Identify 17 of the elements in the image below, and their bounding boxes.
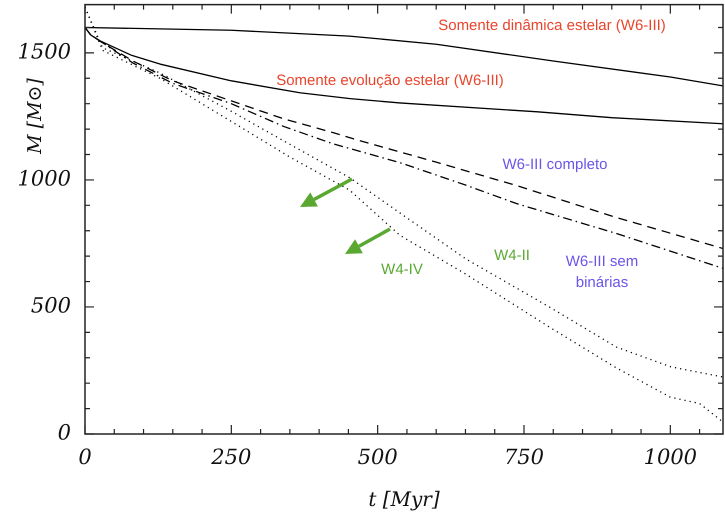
series-label: Somente evolução estelar (W6-III) <box>276 72 504 90</box>
x-tick-label: 1000 <box>644 445 698 470</box>
x-tick-label: 0 <box>78 445 92 470</box>
y-tick-label: 1500 <box>18 39 71 64</box>
series-label: Somente dinâmica estelar (W6-III) <box>438 17 666 34</box>
series-label: W4-II <box>494 247 530 264</box>
y-tick-label: 0 <box>58 420 71 444</box>
y-tick-label: 500 <box>30 293 71 318</box>
x-axis-title: t [Myr] <box>368 487 440 512</box>
x-tick-label: 250 <box>210 445 252 470</box>
y-axis-title: M [M⊙] <box>24 78 46 155</box>
x-tick-label: 500 <box>358 445 398 470</box>
y-tick-label: 1000 <box>18 166 71 190</box>
series-label: W6-III sem binárias <box>566 253 638 292</box>
series-label: W6-III completo <box>502 156 608 174</box>
series-label: W4-IV <box>381 261 423 278</box>
x-tick-label: 750 <box>504 445 544 470</box>
